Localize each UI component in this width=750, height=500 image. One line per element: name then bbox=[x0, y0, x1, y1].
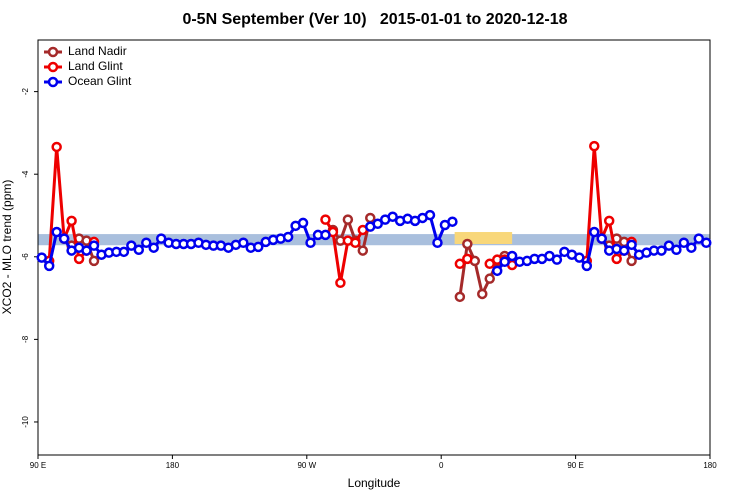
data-point bbox=[320, 214, 331, 225]
data-point bbox=[454, 291, 466, 303]
data-point bbox=[574, 252, 585, 263]
data-point bbox=[36, 252, 47, 263]
data-point bbox=[81, 245, 92, 256]
data-point bbox=[484, 258, 495, 270]
data-point bbox=[477, 288, 488, 300]
y-tick-label: -8 bbox=[21, 335, 30, 343]
data-point bbox=[365, 212, 376, 224]
data-point bbox=[499, 256, 510, 267]
y-tick-label: -4 bbox=[21, 170, 30, 178]
data-point bbox=[73, 253, 85, 265]
data-point bbox=[238, 237, 249, 249]
data-point bbox=[88, 240, 100, 251]
data-point bbox=[551, 254, 563, 265]
x-tick-label: 90 E bbox=[567, 461, 583, 470]
legend-label: Land Nadir bbox=[68, 44, 127, 58]
data-point bbox=[424, 209, 436, 221]
data-point bbox=[297, 217, 309, 229]
data-point bbox=[462, 238, 473, 250]
data-point bbox=[491, 265, 503, 277]
legend-label: Ocean Glint bbox=[68, 74, 132, 88]
data-point bbox=[51, 141, 62, 153]
data-point bbox=[596, 233, 607, 244]
data-point bbox=[506, 250, 518, 262]
data-point bbox=[350, 237, 361, 249]
data-point bbox=[305, 237, 316, 249]
data-point bbox=[454, 258, 466, 270]
data-point bbox=[686, 242, 697, 253]
data-point bbox=[447, 216, 458, 227]
data-point bbox=[663, 240, 675, 251]
data-point bbox=[155, 233, 167, 244]
legend-marker bbox=[47, 61, 59, 73]
legend-label: Land Glint bbox=[68, 59, 123, 73]
data-point bbox=[141, 237, 152, 249]
data-point bbox=[357, 245, 369, 256]
data-point bbox=[335, 277, 346, 289]
data-point bbox=[589, 226, 600, 238]
legend-marker bbox=[47, 46, 59, 58]
data-point bbox=[656, 245, 667, 256]
data-point bbox=[701, 237, 712, 249]
data-point bbox=[484, 273, 495, 284]
data-point bbox=[611, 253, 622, 265]
data-point bbox=[51, 226, 62, 238]
data-point bbox=[66, 215, 77, 227]
data-point bbox=[133, 244, 145, 256]
x-tick-label: 0 bbox=[439, 461, 444, 470]
data-point bbox=[58, 233, 70, 244]
data-point bbox=[626, 239, 637, 251]
data-point bbox=[43, 260, 55, 272]
y-tick-label: -6 bbox=[21, 253, 30, 261]
data-point bbox=[126, 240, 137, 251]
y-tick-label: -2 bbox=[21, 88, 30, 96]
band bbox=[38, 234, 710, 246]
legend-marker bbox=[47, 76, 59, 88]
data-point bbox=[88, 255, 100, 267]
data-point bbox=[462, 253, 473, 265]
data-point bbox=[671, 244, 682, 256]
data-point bbox=[678, 237, 690, 249]
chart-title: 0-5N September (Ver 10) 2015-01-01 to 20… bbox=[182, 11, 567, 28]
data-point bbox=[581, 260, 593, 272]
x-tick-label: 90 E bbox=[30, 461, 46, 470]
x-tick-label: 180 bbox=[703, 461, 717, 470]
data-point bbox=[387, 211, 398, 222]
y-tick-label: -10 bbox=[21, 416, 30, 428]
band bbox=[454, 232, 513, 244]
data-point bbox=[589, 140, 600, 152]
data-point bbox=[693, 233, 705, 244]
plot-frame bbox=[37, 39, 711, 456]
data-point bbox=[626, 255, 637, 267]
data-point bbox=[253, 241, 264, 253]
data-point bbox=[320, 229, 331, 241]
x-tick-label: 180 bbox=[166, 461, 180, 470]
data-point bbox=[148, 242, 159, 253]
x-axis-label: Longitude bbox=[348, 476, 401, 490]
data-point bbox=[282, 231, 294, 243]
data-point bbox=[618, 245, 630, 256]
data-point bbox=[342, 214, 354, 225]
data-point bbox=[118, 246, 130, 258]
y-axis-label: XCO2 - MLO trend (ppm) bbox=[0, 180, 14, 315]
data-point bbox=[603, 215, 615, 227]
x-tick-label: 90 W bbox=[297, 461, 316, 470]
data-point bbox=[372, 218, 383, 230]
data-point bbox=[432, 237, 443, 249]
